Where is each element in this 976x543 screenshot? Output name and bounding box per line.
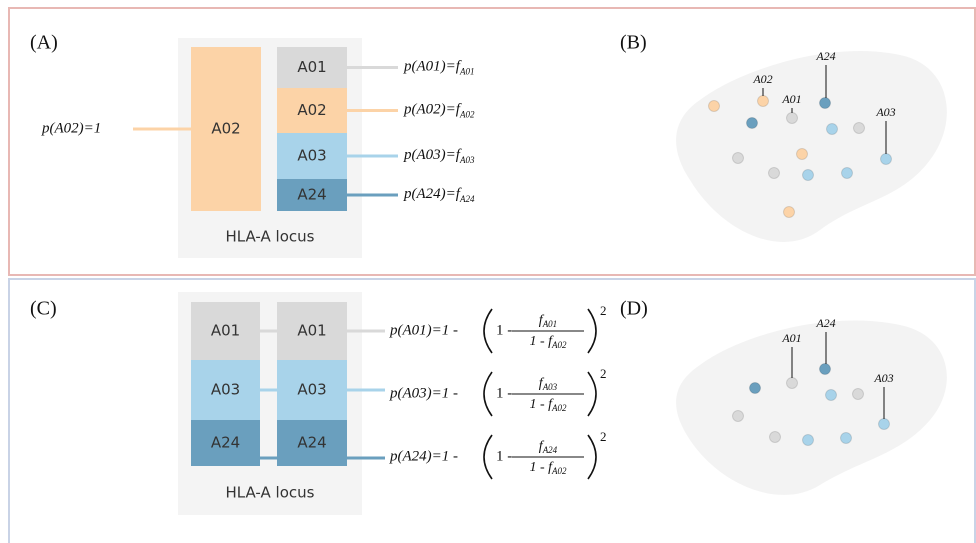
individual	[770, 432, 781, 443]
formula-subscript: A03	[459, 155, 475, 165]
parenthesis	[484, 372, 492, 416]
population-blob	[676, 321, 947, 495]
individual	[803, 435, 814, 446]
panel-label: (B)	[620, 32, 647, 54]
formula-inner: 1 -	[496, 322, 512, 338]
panel-label: (A)	[30, 32, 58, 54]
formula-lhs: p(A24)=1 -	[389, 448, 458, 464]
fraction-numerator: fA24	[539, 439, 558, 455]
allele-block-label: A24	[297, 186, 326, 204]
individual	[758, 96, 769, 107]
individual	[854, 123, 865, 134]
individual	[820, 364, 831, 375]
denominator-subscript: A02	[551, 466, 567, 476]
denominator-subscript: A02	[551, 403, 567, 413]
individual-label: A24	[815, 316, 835, 330]
individual-label: A01	[781, 92, 801, 106]
individual	[747, 118, 758, 129]
individual-label: A03	[875, 105, 895, 119]
formula-lhs: p(A24)=f	[403, 186, 462, 202]
denominator-f: 1 - f	[529, 334, 554, 349]
panel-label: (C)	[30, 298, 57, 320]
parenthesis	[588, 372, 596, 416]
formula: p(A01)=fA01	[403, 59, 474, 77]
individual	[797, 149, 808, 160]
individual	[787, 113, 798, 124]
allele-block-label: A01	[211, 322, 240, 340]
formula-lhs: p(A01)=1 -	[389, 322, 458, 338]
exponent: 2	[600, 366, 607, 381]
individual	[826, 390, 837, 401]
allele-block-label: A02	[297, 101, 326, 119]
exponent: 2	[600, 303, 607, 318]
fraction-numerator: fA03	[539, 376, 558, 392]
individual	[827, 124, 838, 135]
individual	[733, 153, 744, 164]
numerator-subscript: A01	[542, 319, 558, 329]
formula-lhs: p(A02)=f	[403, 102, 462, 118]
individual-label: A24	[815, 49, 835, 63]
individual	[750, 383, 761, 394]
population-blob	[676, 51, 947, 242]
formula-inner: 1 -	[496, 448, 512, 464]
individual-label: A01	[781, 331, 801, 345]
individual-label: A03	[873, 371, 893, 385]
fraction-denominator: 1 - fA02	[529, 334, 567, 350]
denominator-f: 1 - f	[529, 397, 554, 412]
denominator-f: 1 - f	[529, 460, 554, 475]
formula-subscript: A24	[459, 194, 475, 204]
allele-block-label: A03	[297, 381, 326, 399]
individual	[881, 154, 892, 165]
individual	[733, 411, 744, 422]
allele-block-label: A01	[297, 58, 326, 76]
formula: p(A03)=fA03	[403, 147, 475, 165]
allele-block-label: A03	[211, 381, 240, 399]
formula: p(A02)=fA02	[403, 102, 475, 120]
exponent: 2	[600, 429, 607, 444]
panel-label: (D)	[620, 298, 648, 320]
fraction-numerator: fA01	[539, 313, 557, 329]
formula-subscript: A02	[459, 110, 475, 120]
numerator-subscript: A03	[542, 382, 558, 392]
individual	[769, 168, 780, 179]
formula-lhs: p(A03)=1 -	[389, 385, 458, 401]
formula-lhs: p(A03)=f	[403, 147, 462, 163]
formula-lhs: p(A01)=f	[403, 59, 462, 75]
figure: (A)(B)(C)(D)A02A01p(A01)=fA01A02p(A02)=f…	[0, 0, 976, 543]
individual	[784, 207, 795, 218]
formula: p(A02)=1	[41, 120, 101, 136]
individual	[787, 378, 798, 389]
fraction-denominator: 1 - fA02	[529, 460, 567, 476]
numerator-subscript: A24	[542, 445, 558, 455]
locus-label: HLA-A locus	[226, 484, 315, 502]
individual-label: A02	[752, 72, 772, 86]
parenthesis	[588, 435, 596, 479]
formula-subscript: A01	[459, 67, 475, 77]
individual	[853, 389, 864, 400]
parenthesis	[484, 435, 492, 479]
individual	[820, 98, 831, 109]
formula: p(A24)=fA24	[403, 186, 475, 204]
allele-block-label: A24	[211, 434, 240, 452]
fraction-denominator: 1 - fA02	[529, 397, 567, 413]
individual	[879, 419, 890, 430]
parenthesis	[484, 309, 492, 353]
allele-block-label: A01	[297, 322, 326, 340]
allele-block-label: A24	[297, 434, 326, 452]
allele-block-label: A02	[211, 120, 240, 138]
individual	[842, 168, 853, 179]
allele-block-label: A03	[297, 147, 326, 165]
locus-label: HLA-A locus	[226, 228, 315, 246]
formula-inner: 1 -	[496, 385, 512, 401]
individual	[841, 433, 852, 444]
denominator-subscript: A02	[551, 340, 567, 350]
individual	[709, 101, 720, 112]
individual	[803, 170, 814, 181]
parenthesis	[588, 309, 596, 353]
